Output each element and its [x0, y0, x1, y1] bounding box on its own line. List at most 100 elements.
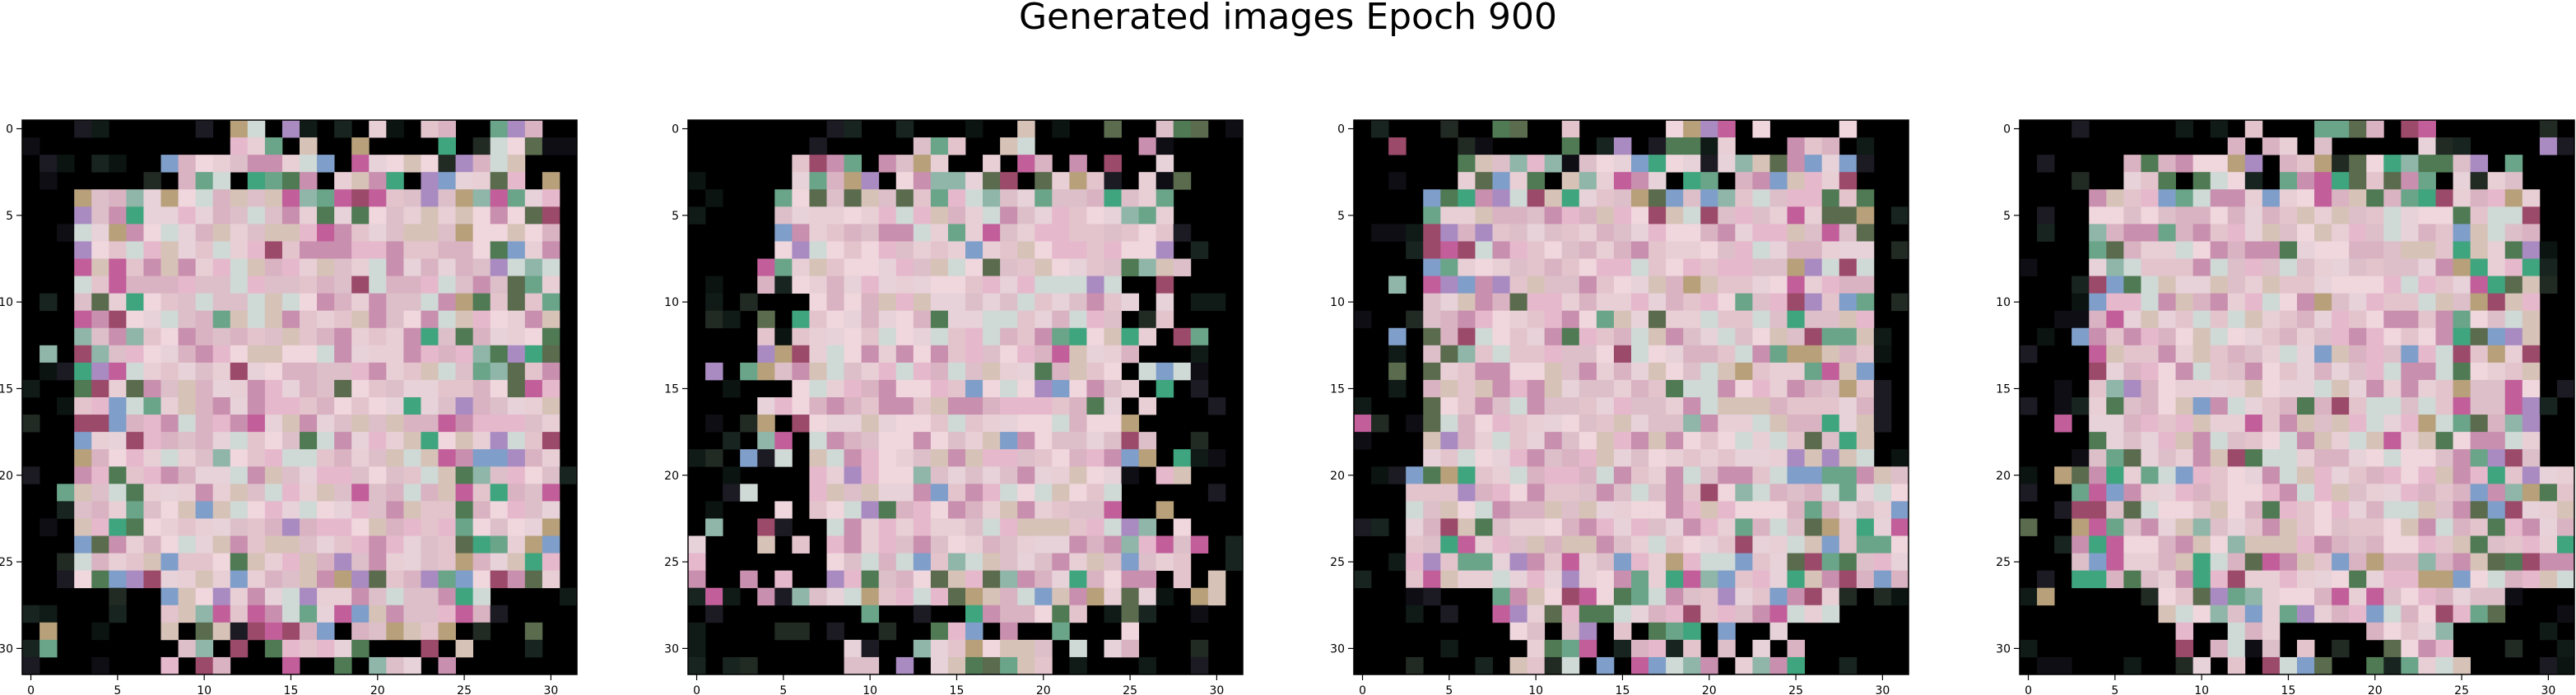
pixel-cell: [1804, 587, 1823, 606]
pixel-cell: [507, 345, 526, 364]
pixel-cell: [2539, 258, 2558, 276]
pixel-cell: [1104, 587, 1122, 606]
pixel-cell: [300, 172, 318, 190]
pixel-cell: [1458, 172, 1476, 190]
pixel-cell: [1648, 310, 1667, 329]
pixel-cell: [2504, 535, 2523, 554]
pixel-cell: [1527, 553, 1546, 572]
pixel-cell: [472, 224, 491, 242]
pixel-cell: [1000, 206, 1018, 225]
pixel-cell: [809, 466, 827, 484]
pixel-cell: [1475, 432, 1493, 450]
pixel-cell: [438, 293, 456, 312]
pixel-cell: [1423, 587, 1441, 606]
pixel-cell: [1492, 258, 1510, 276]
pixel-cell: [1121, 327, 1140, 346]
pixel-cell: [1613, 535, 1632, 554]
pixel-cell: [2487, 345, 2506, 364]
pixel-cell: [1821, 432, 1840, 450]
pixel-cell: [472, 345, 491, 364]
pixel-cell: [2192, 224, 2211, 242]
pixel-cell: [2262, 639, 2281, 658]
pixel-cell: [2401, 639, 2419, 658]
pixel-cell: [1035, 310, 1053, 329]
pixel-cell: [1544, 276, 1563, 294]
pixel-cell: [1509, 155, 1528, 173]
pixel-cell: [109, 535, 127, 554]
pixel-cell: [1388, 553, 1407, 572]
pixel-cell: [2401, 345, 2419, 364]
pixel-cell: [74, 535, 92, 554]
pixel-cell: [1631, 449, 1649, 467]
pixel-cell: [143, 570, 161, 589]
pixel-cell: [2279, 587, 2298, 606]
pixel-cell: [1613, 362, 1632, 381]
pixel-cell: [1839, 501, 1858, 519]
y-tick-label: 25: [664, 556, 679, 569]
pixel-cell: [264, 293, 283, 312]
pixel-cell: [1035, 484, 1053, 502]
pixel-cell: [421, 189, 439, 207]
pixel-cell: [1069, 327, 1087, 346]
pixel-cell: [2123, 415, 2141, 433]
pixel-cell: [1509, 224, 1528, 242]
pixel-cell: [1631, 587, 1649, 606]
pixel-cell: [913, 224, 932, 242]
pixel-cell: [792, 241, 810, 259]
y-tick-label: 5: [2003, 210, 2011, 223]
pixel-cell: [2297, 605, 2315, 623]
pixel-cell: [895, 656, 914, 675]
pixel-cell: [281, 155, 300, 173]
pixel-cell: [1718, 155, 1736, 173]
pixel-cell: [1821, 449, 1840, 467]
pixel-cell: [109, 206, 127, 225]
pixel-cell: [774, 276, 793, 294]
pixel-cell: [1561, 379, 1580, 398]
pixel-cell: [334, 120, 352, 138]
pixel-cell: [930, 432, 949, 450]
pixel-cell: [844, 276, 863, 294]
pixel-cell: [1086, 518, 1104, 536]
pixel-cell: [281, 379, 300, 398]
pixel-cell: [2279, 189, 2298, 207]
pixel-cell: [40, 605, 58, 623]
pixel-cell: [1890, 587, 1909, 606]
pixel-cell: [1035, 432, 1053, 450]
pixel-cell: [1155, 241, 1174, 259]
pixel-cell: [2504, 449, 2523, 467]
pixel-cell: [2158, 501, 2176, 519]
pixel-cell: [2332, 484, 2350, 502]
pixel-cell: [1475, 155, 1493, 173]
pixel-cell: [472, 570, 491, 589]
pixel-cell: [2244, 120, 2263, 138]
pixel-cell: [300, 605, 318, 623]
pixel-cell: [2123, 327, 2141, 346]
pixel-cell: [878, 449, 897, 467]
pixel-cell: [895, 501, 914, 519]
pixel-cell: [1492, 553, 1510, 572]
pixel-cell: [1821, 379, 1840, 398]
pixel-cell: [1388, 466, 1407, 484]
x-tick-label: 30: [1209, 684, 1224, 695]
pixel-cell: [2418, 362, 2436, 381]
pixel-cell: [1804, 155, 1823, 173]
pixel-cell: [109, 345, 127, 364]
pixel-cell: [1648, 518, 1667, 536]
pixel-cell: [1856, 379, 1875, 398]
pixel-cell: [1052, 415, 1070, 433]
pixel-cell: [1000, 570, 1018, 589]
pixel-cell: [1873, 379, 1892, 398]
pixel-cell: [1648, 327, 1667, 346]
pixel-cell: [983, 432, 1001, 450]
pixel-cell: [264, 224, 283, 242]
pixel-cell: [1086, 310, 1104, 329]
pixel-cell: [2227, 258, 2246, 276]
pixel-cell: [74, 484, 92, 502]
pixel-cell: [334, 553, 352, 572]
pixel-cell: [1035, 362, 1053, 381]
pixel-cell: [844, 172, 863, 190]
pixel-cell: [1121, 258, 1140, 276]
pixel-cell: [264, 362, 283, 381]
pixel-cell: [2366, 379, 2384, 398]
pixel-cell: [334, 397, 352, 415]
